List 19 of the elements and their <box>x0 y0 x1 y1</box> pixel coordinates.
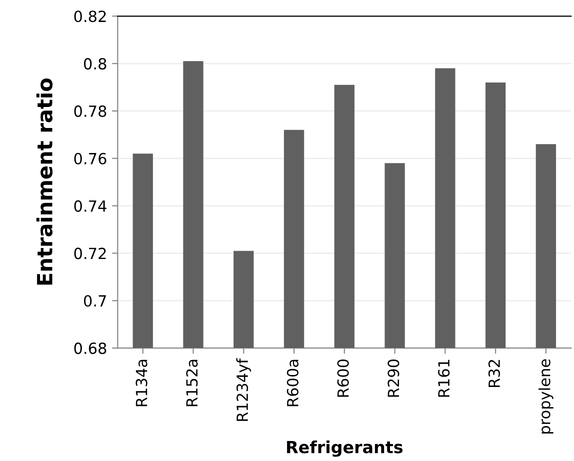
x-tick-label: R134a <box>136 360 148 406</box>
y-tick-label: 0.82 <box>74 10 106 22</box>
x-tick-label: R152a <box>186 360 198 406</box>
x-tick-label: R600a <box>286 360 298 406</box>
y-tick-label: 0.8 <box>84 58 106 70</box>
y-tick-label: 0.7 <box>84 295 106 307</box>
y-tick-label: 0.78 <box>74 105 106 117</box>
x-axis-title: Refrigerants <box>287 440 402 457</box>
x-tick-label: propylene <box>538 359 554 434</box>
x-tick-label: R1234yf <box>236 358 252 421</box>
x-tick-label: R290 <box>388 359 400 397</box>
y-tick-label: 0.72 <box>74 248 106 260</box>
y-tick-label: 0.68 <box>74 342 106 354</box>
x-tick-label: R600 <box>337 359 349 397</box>
x-tick-label: R161 <box>438 360 450 397</box>
y-axis-title: Entrainment ratio <box>36 78 53 285</box>
y-tick-label: 0.76 <box>74 152 106 164</box>
x-tick-label: R32 <box>488 360 500 388</box>
y-tick-label: 0.74 <box>74 200 106 212</box>
